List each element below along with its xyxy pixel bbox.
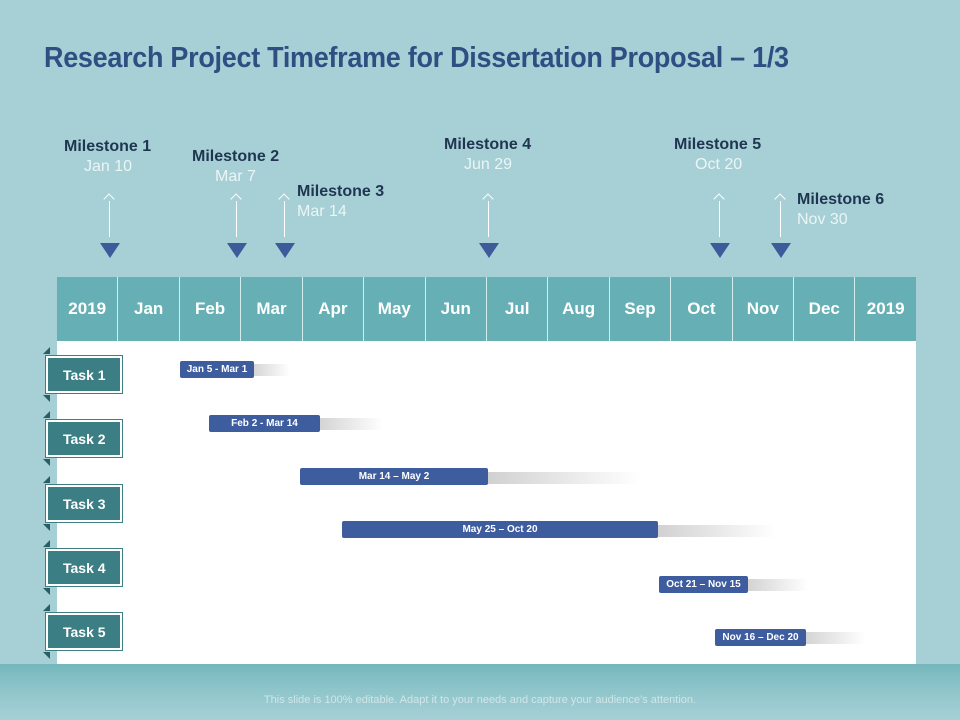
ribbon-fold xyxy=(43,604,50,611)
task-bar: Feb 2 - Mar 14 xyxy=(209,415,320,432)
ribbon-fold xyxy=(43,459,50,466)
ribbon-fold xyxy=(43,347,50,354)
header-cell: Sep xyxy=(610,277,672,341)
task-label: Task 5 xyxy=(46,613,122,650)
ribbon-fold xyxy=(43,395,50,402)
milestone-name: Milestone 3 xyxy=(297,183,385,200)
ribbon-fold xyxy=(43,652,50,659)
header-cell: Mar xyxy=(241,277,303,341)
slide-title: Research Project Timeframe for Dissertat… xyxy=(44,42,789,74)
milestone-marker-icon xyxy=(275,243,295,258)
header-cell: May xyxy=(364,277,426,341)
task-label: Task 1 xyxy=(46,356,122,393)
milestone-date: Nov 30 xyxy=(797,211,848,228)
header-cell: Apr xyxy=(303,277,365,341)
task-bar: Mar 14 – May 2 xyxy=(300,468,488,485)
header-cell: Aug xyxy=(548,277,610,341)
ribbon-fold xyxy=(43,476,50,483)
header-cell: Jul xyxy=(487,277,549,341)
milestone-name: Milestone 5 xyxy=(674,136,762,153)
milestone-3: Milestone 3 Mar 14 xyxy=(297,182,384,222)
bar-shadow xyxy=(652,525,776,537)
bar-shadow xyxy=(799,632,865,644)
arrow-up-icon xyxy=(273,193,297,237)
milestone-name: Milestone 2 xyxy=(192,148,280,165)
milestone-2: Milestone 2 Mar 7 xyxy=(192,147,279,187)
task-bar: Oct 21 – Nov 15 xyxy=(659,576,748,593)
milestone-4: Milestone 4 Jun 29 xyxy=(444,135,531,175)
header-cell: Dec xyxy=(794,277,856,341)
header-cell: 2019 xyxy=(57,277,119,341)
milestone-name: Milestone 4 xyxy=(444,136,532,153)
ribbon-fold xyxy=(43,411,50,418)
milestone-name: Milestone 1 xyxy=(64,138,152,155)
task-bar: Nov 16 – Dec 20 xyxy=(715,629,806,646)
milestone-1: Milestone 1 Jan 10 xyxy=(64,137,151,177)
ribbon-fold xyxy=(43,524,50,531)
task-bar: May 25 – Oct 20 xyxy=(342,521,658,538)
task-label: Task 3 xyxy=(46,485,122,522)
timeline-header: 2019 Jan Feb Mar Apr May Jun Jul Aug Sep… xyxy=(57,277,916,341)
milestone-date: Mar 7 xyxy=(215,168,256,185)
header-cell: Jan xyxy=(118,277,180,341)
milestone-marker-icon xyxy=(771,243,791,258)
header-cell: Feb xyxy=(180,277,242,341)
milestone-5: Milestone 5 Oct 20 xyxy=(674,135,761,175)
milestone-marker-icon xyxy=(710,243,730,258)
arrow-up-icon xyxy=(477,193,501,237)
footer-band xyxy=(0,664,960,720)
milestone-date: Mar 14 xyxy=(297,203,347,220)
milestone-marker-icon xyxy=(479,243,499,258)
arrow-up-icon xyxy=(708,193,732,237)
bar-shadow xyxy=(482,472,640,484)
task-label: Task 4 xyxy=(46,549,122,586)
bar-shadow xyxy=(742,579,808,591)
milestone-date: Jun 29 xyxy=(464,156,513,173)
task-label: Task 2 xyxy=(46,420,122,457)
arrow-up-icon xyxy=(98,193,122,237)
milestone-date: Jan 10 xyxy=(84,158,133,175)
header-cell: Oct xyxy=(671,277,733,341)
ribbon-fold xyxy=(43,540,50,547)
milestone-6: Milestone 6 Nov 30 xyxy=(797,190,884,230)
arrow-up-icon xyxy=(225,193,249,237)
timeline-grid xyxy=(57,341,916,664)
milestone-marker-icon xyxy=(100,243,120,258)
milestone-name: Milestone 6 xyxy=(797,191,885,208)
footer-note: This slide is 100% editable. Adapt it to… xyxy=(263,694,697,706)
header-cell: 2019 xyxy=(866,299,905,318)
task-bar: Jan 5 - Mar 1 xyxy=(180,361,254,378)
bar-shadow xyxy=(248,364,290,376)
header-cell: Jun xyxy=(426,277,487,341)
milestone-date: Oct 20 xyxy=(695,156,743,173)
milestone-marker-icon xyxy=(227,243,247,258)
ribbon-fold xyxy=(43,588,50,595)
bar-shadow xyxy=(313,418,383,430)
header-cell: Nov xyxy=(733,277,795,341)
arrow-up-icon xyxy=(769,193,793,237)
